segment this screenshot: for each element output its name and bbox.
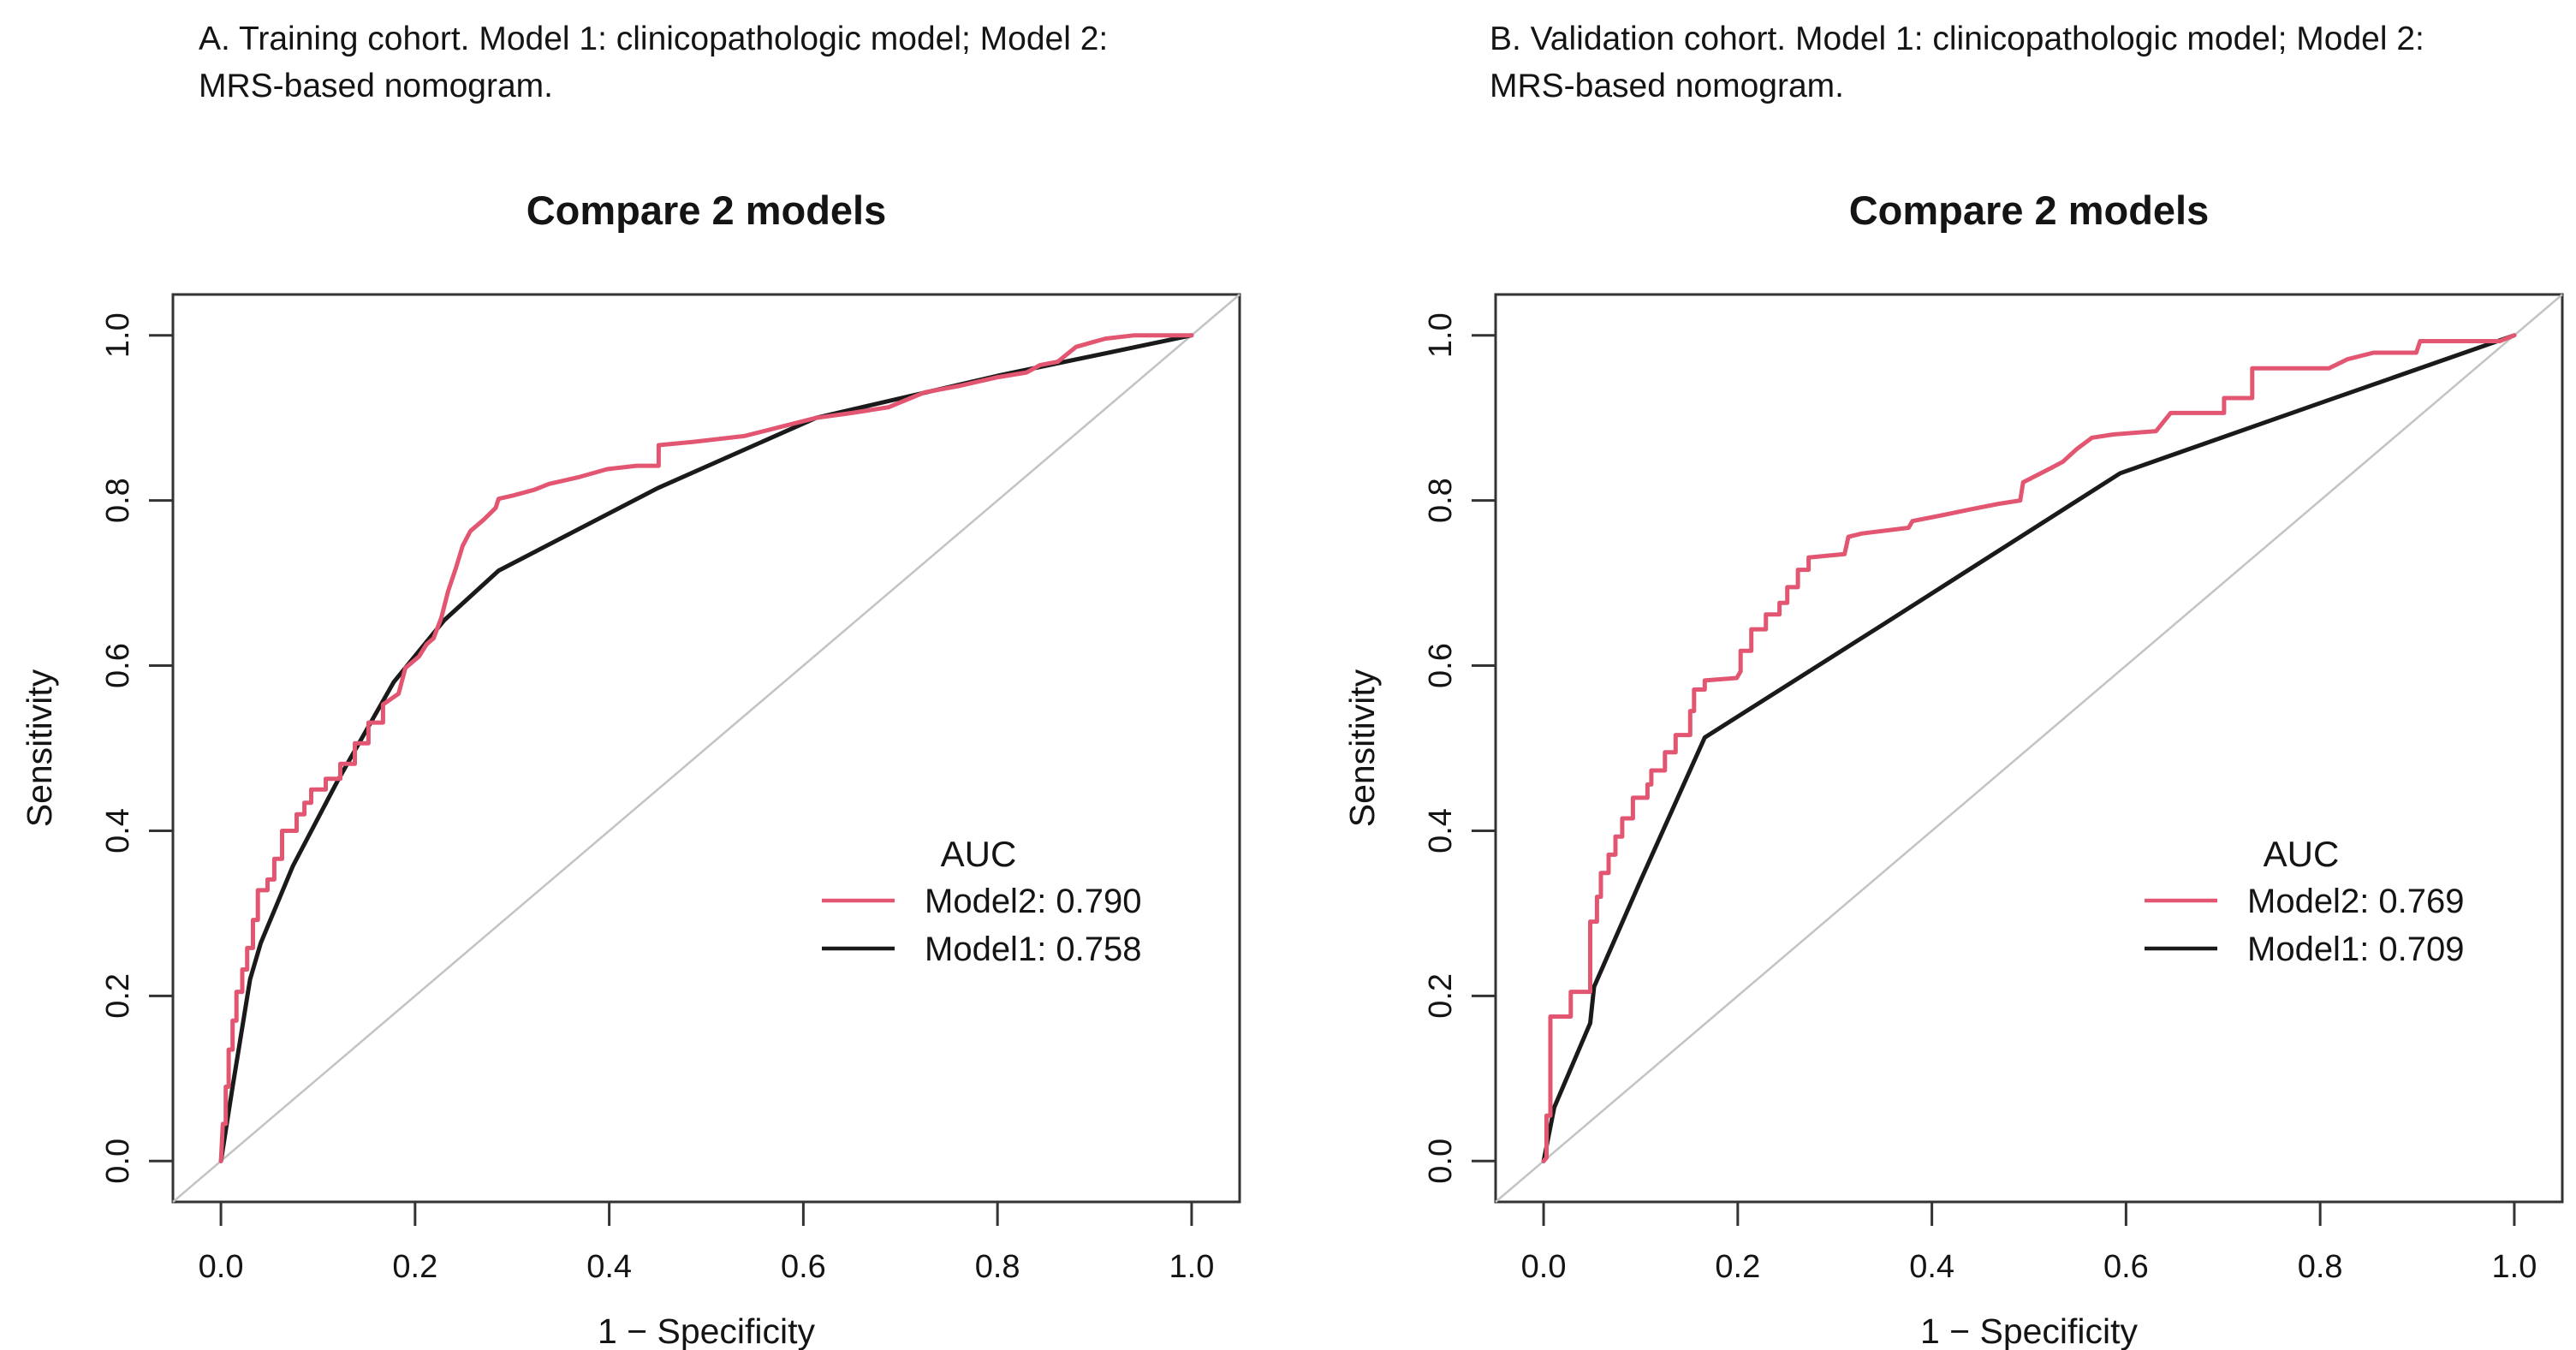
x-axis-tick-label: 0.0 bbox=[1521, 1249, 1567, 1285]
roc-curve-model1 bbox=[1541, 333, 2517, 1163]
legend-title: AUC bbox=[2264, 834, 2340, 874]
y-axis-tick-label: 0.0 bbox=[1423, 1139, 1459, 1184]
chart-title: Compare 2 models bbox=[1849, 187, 2210, 233]
y-axis-tick-label: 0.8 bbox=[1423, 478, 1459, 523]
y-axis-tick-label: 0.6 bbox=[1423, 643, 1459, 688]
plot-box bbox=[171, 293, 1241, 1204]
legend-label-model1: Model1: 0.758 bbox=[925, 931, 1142, 968]
y-axis-label: Sensitivity bbox=[1342, 669, 1382, 827]
y-axis-tick-label: 0.0 bbox=[100, 1139, 136, 1184]
caption-training-cohort: A. Training cohort. Model 1: clinicopath… bbox=[199, 15, 1277, 110]
x-axis-tick-label: 0.2 bbox=[392, 1249, 437, 1285]
legend-label-model2: Model2: 0.769 bbox=[2247, 883, 2465, 920]
roc-curve-model2 bbox=[218, 333, 1194, 1163]
y-axis-tick-label: 0.4 bbox=[1423, 808, 1459, 853]
y-axis-label: Sensitivity bbox=[20, 669, 59, 827]
x-axis-label: 1 − Specificity bbox=[598, 1311, 816, 1350]
caption-line: MRS-based nomogram. bbox=[199, 68, 553, 104]
reference-diagonal-line bbox=[1495, 294, 2563, 1203]
roc-curve-model2 bbox=[1541, 333, 2517, 1163]
x-axis-tick-label: 0.2 bbox=[1715, 1249, 1760, 1285]
x-axis-label: 1 − Specificity bbox=[1920, 1311, 2139, 1350]
y-axis-tick-label: 1.0 bbox=[100, 312, 136, 358]
x-axis-tick-label: 1.0 bbox=[1169, 1249, 1215, 1285]
caption-line: A. Training cohort. Model 1: clinicopath… bbox=[199, 21, 1109, 57]
x-axis-tick-label: 0.8 bbox=[2298, 1249, 2343, 1285]
y-axis-tick-label: 0.6 bbox=[100, 643, 136, 688]
x-axis-tick-label: 0.4 bbox=[586, 1249, 632, 1285]
reference-diagonal-line bbox=[172, 294, 1240, 1203]
x-axis-tick-label: 0.4 bbox=[1909, 1249, 1954, 1285]
legend-title: AUC bbox=[941, 834, 1017, 874]
caption-validation-cohort: B. Validation cohort. Model 1: clinicopa… bbox=[1490, 15, 2568, 110]
x-axis-tick-label: 0.6 bbox=[781, 1249, 826, 1285]
caption-line: MRS-based nomogram. bbox=[1490, 68, 1844, 104]
y-axis-tick-label: 0.2 bbox=[1423, 973, 1459, 1019]
x-axis-tick-label: 0.6 bbox=[2103, 1249, 2149, 1285]
y-axis-tick-label: 0.2 bbox=[100, 973, 136, 1019]
x-axis-tick-label: 0.0 bbox=[199, 1249, 244, 1285]
y-axis-tick-label: 0.8 bbox=[100, 478, 136, 523]
caption-line: B. Validation cohort. Model 1: clinicopa… bbox=[1490, 21, 2424, 57]
y-axis-tick-label: 1.0 bbox=[1423, 312, 1459, 358]
legend-label-model1: Model1: 0.709 bbox=[2247, 931, 2465, 968]
legend-label-model2: Model2: 0.790 bbox=[925, 883, 1142, 920]
x-axis-tick-label: 1.0 bbox=[2492, 1249, 2537, 1285]
roc-chart-validation: Compare 2 models 0.0 0.2 0.4 0.6 0.8 1.0 0.0 0.2… bbox=[1342, 187, 2564, 1350]
y-axis-tick-label: 0.4 bbox=[100, 808, 136, 853]
x-axis-tick-label: 0.8 bbox=[975, 1249, 1020, 1285]
chart-title: Compare 2 models bbox=[527, 187, 887, 233]
roc-chart-training: Compare 2 models 0.0 0.2 0.4 0.6 0.8 1.0 0.0 0.2… bbox=[20, 187, 1241, 1350]
plot-box bbox=[1494, 293, 2564, 1204]
